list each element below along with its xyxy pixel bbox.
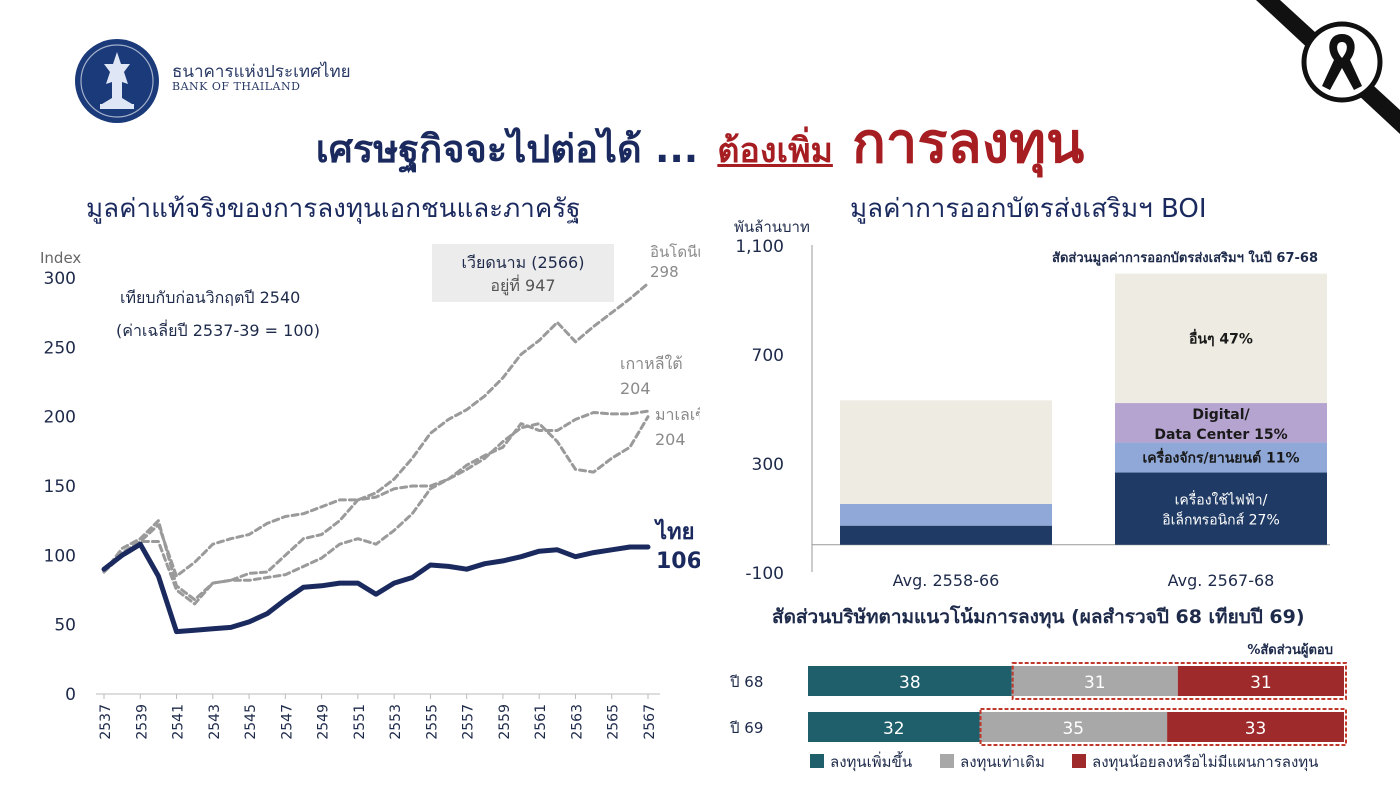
- left-y-tick-label: 250: [44, 338, 76, 358]
- left-y-tick-label: 150: [44, 477, 76, 497]
- series-name-label: เกาหลีใต้: [620, 354, 683, 373]
- survey-segment: [1167, 712, 1344, 742]
- left-x-tick-label: 2567: [642, 704, 658, 740]
- survey-segment-value: 35: [1062, 719, 1084, 739]
- survey-row-label: ปี 68: [729, 673, 763, 691]
- bar-category-label: Avg. 2558-66: [893, 571, 1000, 590]
- survey-segment: [808, 712, 980, 742]
- legend-swatch: [1072, 754, 1086, 768]
- legend-label: ลงทุนน้อยลงหรือไม่มีแผนการลงทุน: [1092, 753, 1318, 772]
- left-x-tick-label: 2543: [207, 704, 223, 740]
- right-y-tick-label: 700: [752, 346, 784, 366]
- right-y-tick-label: 300: [752, 455, 784, 475]
- left-x-tick-label: 2537: [98, 704, 114, 740]
- series-name-label: ไทย: [654, 518, 694, 545]
- survey-segment-value: 33: [1245, 719, 1267, 739]
- survey-dashed-highlight: [1011, 662, 1347, 700]
- survey-segment-value: 31: [1084, 673, 1106, 693]
- survey-segment: [808, 666, 1012, 696]
- investment-survey-bar-chart: ปี 68 38 31 31 ปี 69 32 35 33 ลงทุนเพิ่มขึ้น ลงท…: [729, 642, 1347, 772]
- segment-label-line-1: เครื่องใช้ไฟฟ้า/: [1175, 491, 1268, 509]
- survey-segment-value: 38: [899, 673, 921, 693]
- left-y-tick-label: 0: [65, 685, 76, 705]
- left-y-tick-label: 100: [44, 546, 76, 566]
- stack-segment: [840, 525, 1052, 545]
- series-name-label: อินโดนีเซีย: [650, 243, 700, 261]
- right-chart-title: มูลค่าการออกบัตรส่งเสริมฯ BOI: [850, 194, 1207, 224]
- survey-dashed-highlight: [979, 708, 1347, 746]
- left-y-tick-label: 300: [44, 269, 76, 289]
- segment-label-line-2: อิเล็กทรอนิกส์ 27%: [1162, 511, 1280, 529]
- stack-segment: [1115, 472, 1327, 545]
- series-end-value-label: 298: [650, 263, 679, 281]
- survey-segment-value: 32: [883, 719, 905, 739]
- legend-label: ลงทุนเท่าเดิม: [960, 753, 1045, 772]
- left-x-tick-label: 2565: [606, 704, 622, 740]
- series-end-value-label: 106: [656, 549, 700, 574]
- stack-segment: [840, 503, 1052, 526]
- survey-segment-value: 31: [1250, 673, 1272, 693]
- left-x-tick-label: 2563: [569, 704, 585, 740]
- survey-segment: [1011, 666, 1178, 696]
- left-x-tick-label: 2559: [497, 704, 513, 740]
- base-note-line-2: (ค่าเฉลี่ยปี 2537-39 = 100): [116, 319, 320, 340]
- series-line: [102, 282, 650, 578]
- vietnam-note-line-1: เวียดนาม (2566): [462, 253, 585, 272]
- boi-stacked-bar-chart: -100 300 700 1,100 Avg. 2558-66 เครื่องใช้ไฟ…: [734, 218, 1330, 590]
- segment-label-line-1: Digital/: [1192, 407, 1250, 423]
- page-headline: เศรษฐกิจจะไปต่อได้ ... ต้องเพิ่ม การลงทุ…: [0, 98, 1400, 187]
- series-line: [102, 409, 650, 606]
- left-chart-title: มูลค่าแท้จริงของการลงทุนเอกชนและภาครัฐ: [86, 194, 581, 224]
- vietnam-note-line-2: อยู่ที่ 947: [490, 274, 555, 296]
- right-y-tick-label: -100: [745, 564, 784, 584]
- series-line: [102, 415, 650, 602]
- legend-swatch: [940, 754, 954, 768]
- headline-part-2: ต้องเพิ่ม: [717, 131, 833, 171]
- mourning-ribbon-icon: [1256, 0, 1400, 134]
- vietnam-note-box: [432, 244, 614, 302]
- bar-category-label: Avg. 2567-68: [1168, 571, 1275, 590]
- bank-name-english: BANK OF THAILAND: [172, 80, 301, 93]
- survey-unit-note: %สัดส่วนผู้ตอบ: [1247, 642, 1333, 658]
- segment-label: เครื่องจักร/ยานยนต์ 11%: [1142, 448, 1299, 467]
- stack-segment: [840, 400, 1052, 504]
- left-x-tick-label: 2549: [316, 704, 332, 740]
- left-x-tick-label: 2553: [388, 704, 404, 740]
- left-y-tick-label: 200: [44, 408, 76, 428]
- headline-part-1: เศรษฐกิจจะไปต่อได้ ...: [315, 127, 699, 171]
- left-x-tick-label: 2561: [533, 704, 549, 740]
- legend-swatch: [810, 754, 824, 768]
- investment-index-line-chart: 0 50 100 150 200 250 300 2537 2539 2541 2543 2545 25…: [40, 243, 700, 740]
- stack-segment: [1115, 403, 1327, 443]
- bank-of-thailand-logo: [75, 39, 159, 123]
- series-end-value-label: 204: [620, 379, 651, 398]
- series-line: [101, 541, 651, 635]
- segment-label: อื่นๆ 47%: [1189, 328, 1253, 347]
- left-y-axis-label: Index: [40, 249, 81, 267]
- stack-segment: [1115, 273, 1327, 404]
- left-x-tick-label: 2551: [352, 704, 368, 740]
- base-note-line-1: เทียบกับก่อนวิกฤตปี 2540: [120, 288, 300, 307]
- boi-share-note: สัดส่วนมูลค่าการออกบัตรส่งเสริมฯ ในปี 67…: [1052, 249, 1318, 266]
- survey-segment: [1177, 666, 1344, 696]
- series-name-label: มาเลเซีย: [655, 405, 700, 424]
- bank-name-thai: ธนาคารแห่งประเทศไทย: [172, 62, 351, 82]
- left-x-tick-label: 2541: [171, 704, 187, 740]
- stack-segment: [1115, 442, 1327, 473]
- right-y-axis-label: พันล้านบาท: [734, 218, 810, 236]
- survey-row-label: ปี 69: [729, 719, 763, 737]
- left-x-tick-label: 2545: [243, 704, 259, 740]
- left-y-tick-label: 50: [54, 616, 76, 636]
- segment-label-line-2: Data Center 15%: [1154, 427, 1287, 443]
- right-y-tick-label: 1,100: [735, 237, 784, 257]
- series-end-value-label: 204: [655, 430, 686, 449]
- left-x-tick-label: 2547: [279, 704, 295, 740]
- legend-label: ลงทุนเพิ่มขึ้น: [830, 751, 912, 772]
- headline-part-3: การลงทุน: [851, 111, 1085, 176]
- survey-segment: [979, 712, 1168, 742]
- left-x-tick-label: 2555: [424, 704, 440, 740]
- survey-chart-title: สัดส่วนบริษัทตามแนวโน้มการลงทุน (ผลสำรวจ…: [772, 606, 1305, 628]
- left-x-tick-label: 2557: [461, 704, 477, 740]
- left-x-tick-label: 2539: [134, 704, 150, 740]
